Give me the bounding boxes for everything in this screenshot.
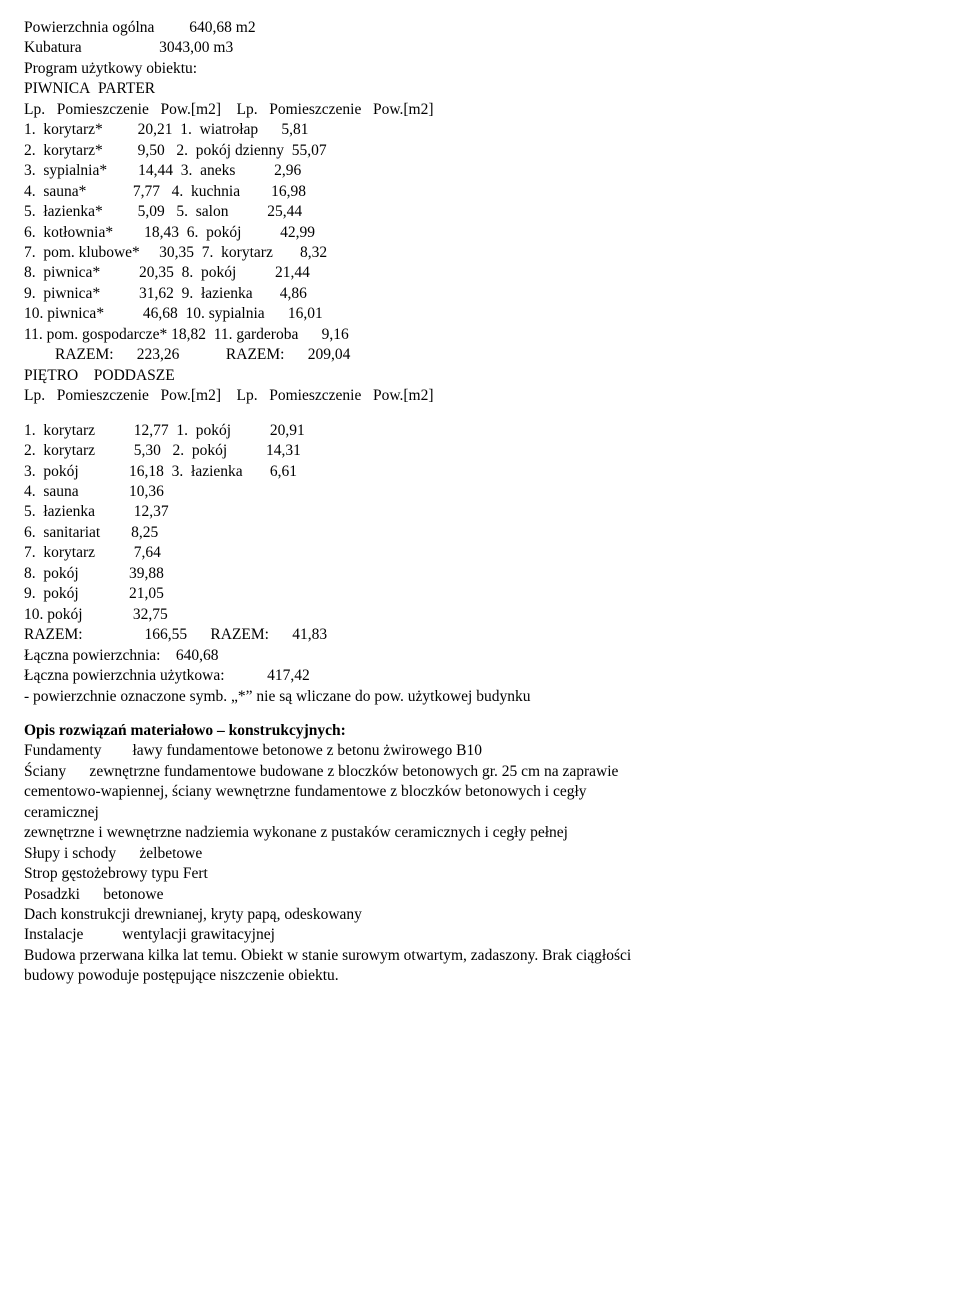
- text-line: Słupy i schody żelbetowe: [24, 844, 936, 864]
- text-line: 10. piwnica* 46,68 10. sypialnia 16,01: [24, 304, 936, 324]
- text-line: 4. sauna 10,36: [24, 482, 936, 502]
- text-line: ceramicznej: [24, 803, 936, 823]
- text-line: 9. pokój 21,05: [24, 584, 936, 604]
- text-line: Opis rozwiązań materiałowo – konstrukcyj…: [24, 721, 936, 741]
- text-line: 6. sanitariat 8,25: [24, 523, 936, 543]
- text-line: Program użytkowy obiektu:: [24, 59, 936, 79]
- text-line: 11. pom. gospodarcze* 18,82 11. garderob…: [24, 325, 936, 345]
- text-line: PIĘTRO PODDASZE: [24, 366, 936, 386]
- text-line: Dach konstrukcji drewnianej, kryty papą,…: [24, 905, 936, 925]
- text-line: 5. łazienka* 5,09 5. salon 25,44: [24, 202, 936, 222]
- text-line: Posadzki betonowe: [24, 885, 936, 905]
- text-line: 8. pokój 39,88: [24, 564, 936, 584]
- text-line: 9. piwnica* 31,62 9. łazienka 4,86: [24, 284, 936, 304]
- text-line: 2. korytarz* 9,50 2. pokój dzienny 55,07: [24, 141, 936, 161]
- text-line: 7. korytarz 7,64: [24, 543, 936, 563]
- text-line: Fundamenty ławy fundamentowe betonowe z …: [24, 741, 936, 761]
- text-line: Ściany zewnętrzne fundamentowe budowane …: [24, 762, 936, 782]
- text-line: Instalacje wentylacji grawitacyjnej: [24, 925, 936, 945]
- text-line: 6. kotłownia* 18,43 6. pokój 42,99: [24, 223, 936, 243]
- text-line: RAZEM: 166,55 RAZEM: 41,83: [24, 625, 936, 645]
- text-line: Strop gęstożebrowy typu Fert: [24, 864, 936, 884]
- text-line: 10. pokój 32,75: [24, 605, 936, 625]
- text-line: Lp. Pomieszczenie Pow.[m2] Lp. Pomieszcz…: [24, 100, 936, 120]
- text-line: 8. piwnica* 20,35 8. pokój 21,44: [24, 263, 936, 283]
- text-line: Kubatura 3043,00 m3: [24, 38, 936, 58]
- text-line: 1. korytarz 12,77 1. pokój 20,91: [24, 421, 936, 441]
- text-line: Łączna powierzchnia użytkowa: 417,42: [24, 666, 936, 686]
- text-line: cementowo-wapiennej, ściany wewnętrzne f…: [24, 782, 936, 802]
- text-line: 7. pom. klubowe* 30,35 7. korytarz 8,32: [24, 243, 936, 263]
- text-line: - powierzchnie oznaczone symb. „*” nie s…: [24, 687, 936, 707]
- text-line: Budowa przerwana kilka lat temu. Obiekt …: [24, 946, 936, 966]
- text-line: PIWNICA PARTER: [24, 79, 936, 99]
- text-line: Powierzchnia ogólna 640,68 m2: [24, 18, 936, 38]
- text-line: budowy powoduje postępujące niszczenie o…: [24, 966, 936, 986]
- text-line: zewnętrzne i wewnętrzne nadziemia wykona…: [24, 823, 936, 843]
- text-line: 3. pokój 16,18 3. łazienka 6,61: [24, 462, 936, 482]
- text-line: Lp. Pomieszczenie Pow.[m2] Lp. Pomieszcz…: [24, 386, 936, 406]
- text-line: 1. korytarz* 20,21 1. wiatrołap 5,81: [24, 120, 936, 140]
- text-line: RAZEM: 223,26 RAZEM: 209,04: [24, 345, 936, 365]
- text-line: 4. sauna* 7,77 4. kuchnia 16,98: [24, 182, 936, 202]
- text-line: 2. korytarz 5,30 2. pokój 14,31: [24, 441, 936, 461]
- document-body: Powierzchnia ogólna 640,68 m2Kubatura 30…: [24, 18, 936, 987]
- text-line: 3. sypialnia* 14,44 3. aneks 2,96: [24, 161, 936, 181]
- text-line: Łączna powierzchnia: 640,68: [24, 646, 936, 666]
- text-line: 5. łazienka 12,37: [24, 502, 936, 522]
